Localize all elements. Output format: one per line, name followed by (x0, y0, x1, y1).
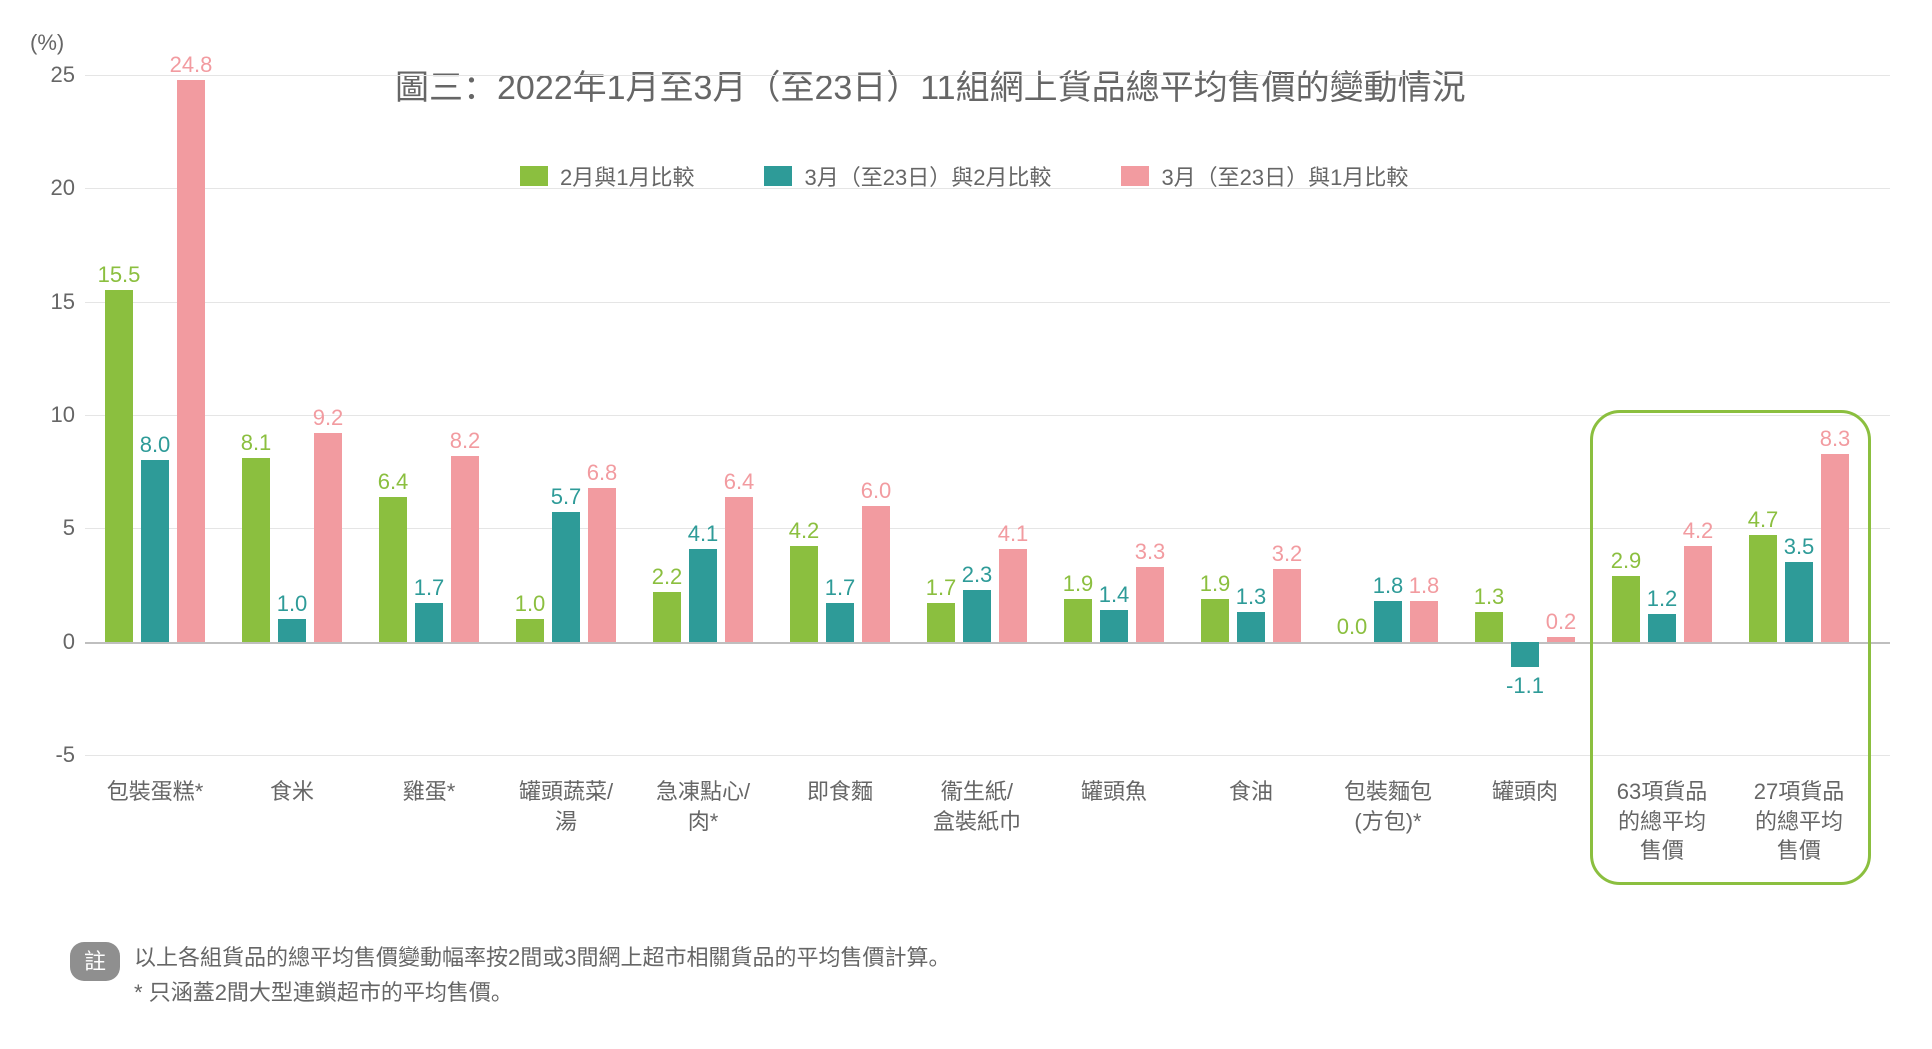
bar (379, 497, 407, 642)
bar-value-label: 1.7 (414, 575, 445, 601)
bar-value-label: 4.2 (789, 518, 820, 544)
y-tick-label: 0 (25, 629, 75, 655)
bar-value-label: -1.1 (1506, 673, 1544, 699)
bar-value-label: 1.7 (926, 575, 957, 601)
footnote-line: 以上各組貨品的總平均售價變動幅率按2間或3間網上超市相關貨品的平均售價計算。 (134, 940, 950, 975)
bar (1201, 599, 1229, 642)
bar (415, 603, 443, 642)
bar-value-label: 4.1 (688, 521, 719, 547)
bar-value-label: 1.3 (1474, 584, 1505, 610)
bar-value-label: 1.7 (825, 575, 856, 601)
bar (689, 549, 717, 642)
bar (314, 433, 342, 642)
bar-value-label: 1.8 (1409, 573, 1440, 599)
bar-value-label: 1.0 (277, 591, 308, 617)
bar-value-label: 3.2 (1272, 541, 1303, 567)
y-tick-label: 15 (25, 289, 75, 315)
bar (242, 458, 270, 642)
x-axis-label: 食米 (270, 777, 314, 807)
x-axis-label: 包裝麵包 (方包)* (1344, 777, 1432, 836)
bar (862, 506, 890, 642)
bar (278, 619, 306, 642)
bar (516, 619, 544, 642)
bar (141, 460, 169, 641)
bar-value-label: 15.5 (98, 262, 141, 288)
highlight-box (1590, 410, 1871, 885)
bar-value-label: 8.0 (140, 432, 171, 458)
bar-value-label: 8.2 (450, 428, 481, 454)
chart-container: (%) 圖三：2022年1月至3月（至23日）11組網上貨品總平均售價的變動情況… (0, 0, 1932, 1049)
bar (725, 497, 753, 642)
bar-value-label: 5.7 (551, 484, 582, 510)
x-axis-label: 即食麵 (807, 777, 873, 807)
bar-value-label: 6.0 (861, 478, 892, 504)
bar-value-label: 6.4 (378, 469, 409, 495)
bar (1547, 637, 1575, 642)
y-tick-label: 20 (25, 175, 75, 201)
bar (1511, 642, 1539, 667)
bar (1136, 567, 1164, 642)
bar-value-label: 6.8 (587, 460, 618, 486)
bar-value-label: 0.0 (1337, 614, 1368, 640)
x-axis-label: 食油 (1229, 777, 1273, 807)
bar-value-label: 8.1 (241, 430, 272, 456)
footnote-line: * 只涵蓋2間大型連鎖超市的平均售價。 (134, 975, 950, 1010)
y-tick-label: 25 (25, 62, 75, 88)
bar (1237, 612, 1265, 641)
x-axis-label: 雞蛋* (403, 777, 456, 807)
x-axis-label: 罐頭魚 (1081, 777, 1147, 807)
bar-value-label: 1.8 (1373, 573, 1404, 599)
bar (790, 546, 818, 641)
bar (588, 488, 616, 642)
y-tick-label: -5 (25, 742, 75, 768)
footnote-text: 以上各組貨品的總平均售價變動幅率按2間或3間網上超市相關貨品的平均售價計算。* … (134, 940, 950, 1010)
bar (451, 456, 479, 642)
bar-value-label: 1.9 (1200, 571, 1231, 597)
bar (999, 549, 1027, 642)
y-tick-label: 10 (25, 402, 75, 428)
bar-value-label: 2.2 (652, 564, 683, 590)
bar (963, 590, 991, 642)
bar-value-label: 6.4 (724, 469, 755, 495)
bar-value-label: 1.0 (515, 591, 546, 617)
bar (1273, 569, 1301, 642)
bar (826, 603, 854, 642)
bar (1064, 599, 1092, 642)
x-axis-label: 衞生紙/ 盒裝紙巾 (933, 777, 1021, 836)
bar (1475, 612, 1503, 641)
bar-value-label: 1.4 (1099, 582, 1130, 608)
bar-value-label: 1.3 (1236, 584, 1267, 610)
gridline (85, 188, 1890, 189)
bar (177, 80, 205, 642)
y-axis-title: (%) (30, 30, 64, 56)
bar (927, 603, 955, 642)
x-axis-label: 包裝蛋糕* (107, 777, 204, 807)
bar-value-label: 9.2 (313, 405, 344, 431)
bar-value-label: 1.9 (1063, 571, 1094, 597)
footnote: 註 以上各組貨品的總平均售價變動幅率按2間或3間網上超市相關貨品的平均售價計算。… (70, 940, 951, 1010)
bar (1100, 610, 1128, 642)
y-tick-label: 5 (25, 515, 75, 541)
bar (1374, 601, 1402, 642)
x-axis-label: 罐頭蔬菜/ 湯 (519, 777, 613, 836)
bar-value-label: 24.8 (170, 52, 213, 78)
footnote-badge: 註 (70, 942, 120, 981)
x-axis-label: 罐頭肉 (1492, 777, 1558, 807)
gridline (85, 75, 1890, 76)
bar-value-label: 4.1 (998, 521, 1029, 547)
bar (105, 290, 133, 641)
bar-value-label: 3.3 (1135, 539, 1166, 565)
bar-value-label: 2.3 (962, 562, 993, 588)
bar-value-label: 0.2 (1546, 609, 1577, 635)
bar (552, 512, 580, 641)
x-axis-label: 急凍點心/ 肉* (656, 777, 750, 836)
gridline (85, 302, 1890, 303)
bar (1410, 601, 1438, 642)
bar (653, 592, 681, 642)
